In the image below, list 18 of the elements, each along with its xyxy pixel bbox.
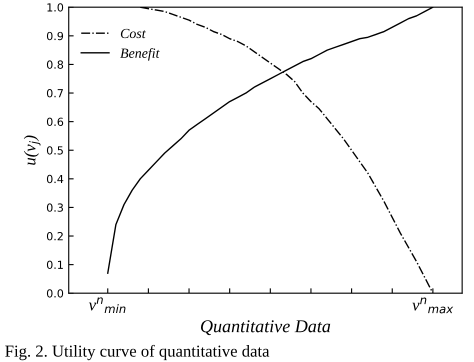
y-tick-label: 0.9 <box>46 32 64 40</box>
y-tick-label: 0.5 <box>46 146 63 155</box>
y-tick-label: 1.0 <box>47 3 64 12</box>
x-tick-label: v$^{n}$$_{min}$ <box>88 297 126 314</box>
y-axis-title: u(v$_{j}$) <box>24 135 41 165</box>
x-tick-label: v$^{n}$$_{max}$ <box>412 298 454 314</box>
y-tick-label: 0.4 <box>46 174 64 184</box>
legend-label: Benefit <box>120 48 160 61</box>
y-tick-label: 0.6 <box>46 118 64 126</box>
legend-label: Cost <box>120 28 146 38</box>
caption: Fig. 2. Utility curve of quantitative data <box>5 344 270 360</box>
y-tick-label: 0.8 <box>46 60 64 69</box>
y-tick-label: 0.2 <box>46 232 63 240</box>
y-tick-label: 0.7 <box>46 89 63 98</box>
x-axis-title: Quantitative Data <box>200 320 330 336</box>
y-tick-label: 0.1 <box>46 260 63 269</box>
y-tick-label: 0.3 <box>46 203 63 212</box>
y-tick-label: 0.0 <box>46 289 64 298</box>
